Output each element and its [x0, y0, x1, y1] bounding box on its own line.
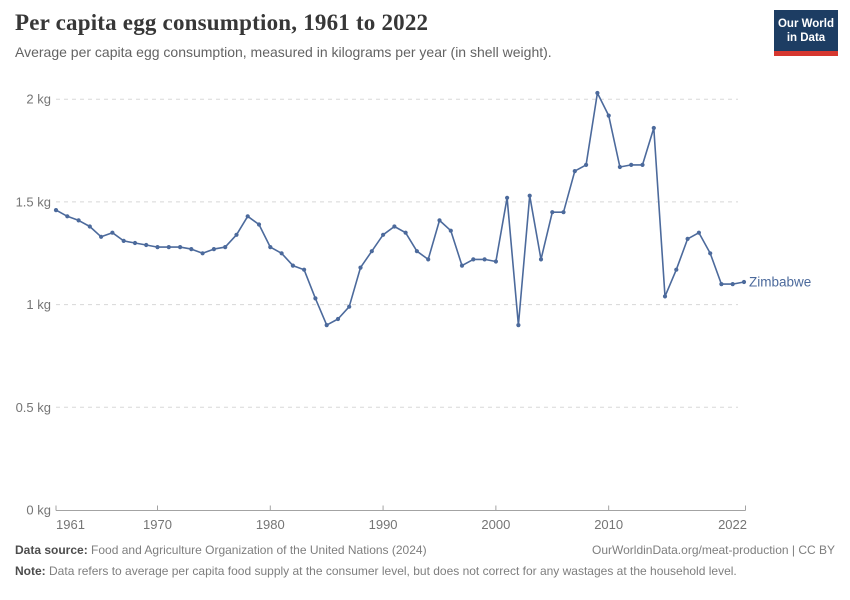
- data-point-marker: [414, 249, 419, 254]
- data-point-marker: [358, 265, 363, 270]
- data-point-marker: [606, 113, 611, 118]
- data-point-marker: [629, 162, 634, 167]
- data-point-marker: [459, 263, 465, 268]
- data-point-marker: [685, 236, 690, 241]
- data-point-marker: [245, 214, 250, 219]
- x-axis-tick-label: 2022: [718, 517, 747, 532]
- chart-footer: Data source: Food and Agriculture Organi…: [15, 543, 835, 578]
- x-axis-tick-label: 2000: [481, 517, 510, 532]
- note-line: Note: Data refers to average per capita …: [15, 564, 835, 578]
- x-axis-tick-label: 2010: [594, 517, 623, 532]
- data-point-marker: [189, 247, 194, 252]
- data-point-marker: [76, 218, 81, 223]
- data-point-marker: [730, 282, 735, 287]
- data-point-marker: [335, 316, 341, 322]
- owid-logo-line1: Our World: [777, 18, 834, 30]
- x-axis-tick-label: 1990: [369, 517, 398, 532]
- owid-logo-line2: in Data: [786, 32, 826, 44]
- y-axis-tick-label: 2 kg: [26, 92, 51, 107]
- data-point-marker: [313, 296, 318, 301]
- data-point-marker: [550, 210, 555, 215]
- chart-subtitle: Average per capita egg consumption, meas…: [15, 44, 552, 60]
- owid-logo[interactable]: Our World in Data: [774, 10, 838, 56]
- citation-link[interactable]: OurWorldinData.org/meat-production | CC …: [592, 543, 835, 557]
- data-point-marker: [290, 263, 295, 268]
- data-point-marker: [155, 245, 160, 250]
- data-point-marker: [482, 257, 487, 262]
- data-source-label: Data source:: [15, 543, 88, 557]
- data-point-marker: [166, 245, 171, 250]
- data-point-marker: [302, 267, 307, 272]
- data-point-marker: [234, 232, 239, 237]
- data-point-marker: [595, 90, 600, 96]
- series-line-zimbabwe: [55, 92, 745, 326]
- data-point-marker: [640, 162, 645, 167]
- data-source-line: Data source: Food and Agriculture Organi…: [15, 543, 427, 557]
- data-point-marker: [719, 282, 724, 287]
- data-point-marker: [87, 224, 92, 229]
- data-point-marker: [493, 259, 498, 264]
- x-axis-tick-label: 1970: [143, 517, 172, 532]
- y-axis-tick-label: 0 kg: [26, 503, 51, 518]
- data-point-marker: [471, 257, 476, 262]
- data-point-marker: [110, 230, 115, 235]
- data-point-marker: [121, 238, 126, 243]
- data-point-marker: [211, 247, 216, 252]
- data-point-marker: [403, 230, 408, 235]
- data-point-marker: [696, 230, 702, 235]
- data-point-marker: [369, 249, 374, 254]
- series-label-zimbabwe: Zimbabwe: [749, 275, 811, 290]
- data-point-marker: [617, 164, 623, 170]
- x-axis-tick-label: 1961: [56, 517, 85, 532]
- chart-header: Per capita egg consumption, 1961 to 2022…: [15, 10, 750, 60]
- data-point-marker: [256, 222, 262, 227]
- data-point-marker: [538, 257, 544, 262]
- data-point-marker: [741, 279, 747, 285]
- data-point-marker: [708, 251, 713, 256]
- data-point-marker: [324, 323, 329, 328]
- data-point-marker: [347, 304, 352, 309]
- data-point-marker: [99, 234, 104, 239]
- y-axis-tick-label: 0.5 kg: [16, 400, 51, 415]
- chart-title: Per capita egg consumption, 1961 to 2022: [15, 10, 429, 35]
- data-point-marker: [584, 162, 589, 167]
- data-point-marker: [200, 251, 205, 256]
- data-point-marker: [268, 245, 273, 250]
- data-point-marker: [279, 251, 284, 256]
- y-axis-tick-label: 1 kg: [26, 297, 51, 312]
- data-point-marker: [662, 294, 668, 299]
- data-point-marker: [144, 242, 149, 248]
- data-point-marker: [561, 210, 566, 215]
- data-point-marker: [223, 245, 228, 250]
- data-point-marker: [392, 224, 397, 229]
- x-axis-tick-label: 1980: [256, 517, 285, 532]
- data-point-marker: [651, 125, 656, 131]
- data-point-marker: [178, 245, 183, 250]
- data-point-marker: [53, 208, 59, 213]
- data-point-marker: [65, 214, 70, 219]
- note-text: Data refers to average per capita food s…: [49, 564, 737, 578]
- data-point-marker: [516, 323, 521, 328]
- data-point-marker: [448, 228, 453, 233]
- data-point-marker: [381, 232, 386, 237]
- data-point-marker: [426, 257, 431, 262]
- data-point-marker: [674, 267, 679, 272]
- data-point-marker: [572, 169, 577, 174]
- data-point-marker: [527, 193, 532, 198]
- y-axis-tick-label: 1.5 kg: [16, 194, 51, 209]
- data-point-marker: [132, 240, 138, 246]
- data-point-marker: [505, 195, 510, 200]
- data-source-text: Food and Agriculture Organization of the…: [91, 543, 427, 557]
- note-label: Note:: [15, 564, 46, 578]
- data-point-marker: [437, 218, 442, 223]
